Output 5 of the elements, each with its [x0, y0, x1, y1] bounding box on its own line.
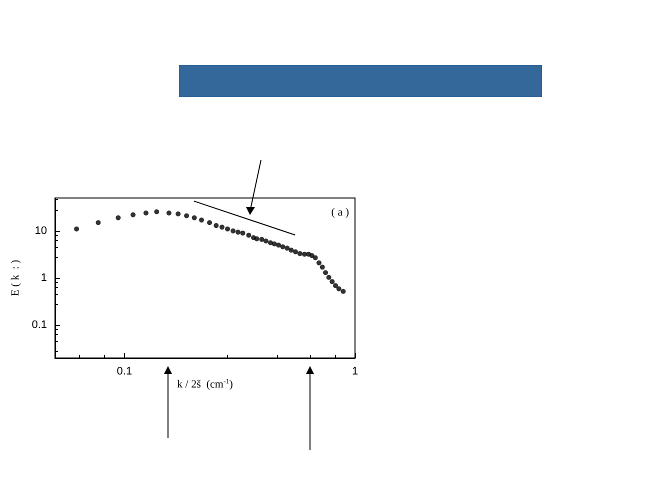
y-tick-label: 10 — [34, 224, 47, 237]
annotation: ( a ) — [331, 206, 350, 218]
y-tick-label: 0.1 — [32, 319, 47, 332]
y-axis-title: E ( k : ) — [10, 259, 22, 296]
y-tick-label: 1 — [40, 272, 47, 284]
